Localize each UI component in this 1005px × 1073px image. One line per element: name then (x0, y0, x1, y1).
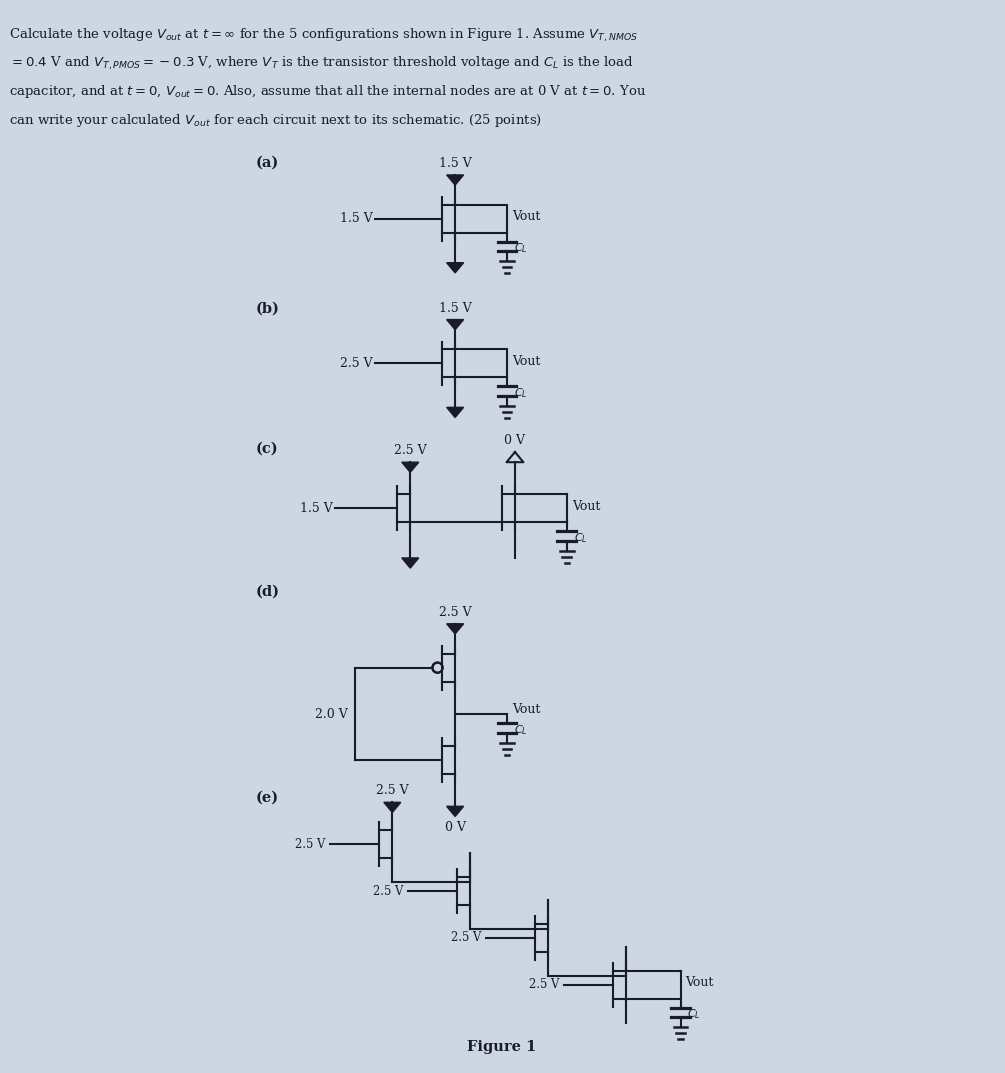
Text: (a): (a) (255, 156, 279, 170)
Text: (d): (d) (255, 585, 279, 599)
Text: Vout: Vout (512, 210, 541, 223)
Text: can write your calculated $V_{out}$ for each circuit next to its schematic. (25 : can write your calculated $V_{out}$ for … (9, 112, 543, 129)
Text: Vout: Vout (572, 500, 600, 513)
Polygon shape (446, 806, 463, 817)
Text: 0 V: 0 V (505, 435, 526, 447)
Text: $C_L$: $C_L$ (514, 386, 528, 400)
Text: 2.5 V: 2.5 V (376, 784, 409, 797)
Text: $C_L$: $C_L$ (514, 723, 528, 737)
Text: 0 V: 0 V (444, 822, 465, 835)
Text: capacitor, and at $t = 0$, $V_{out} = 0$. Also, assume that all the internal nod: capacitor, and at $t = 0$, $V_{out} = 0$… (9, 84, 646, 100)
Text: Vout: Vout (512, 355, 541, 368)
Text: (c): (c) (255, 441, 278, 455)
Text: (e): (e) (255, 791, 278, 805)
Polygon shape (446, 175, 463, 186)
Text: $C_L$: $C_L$ (514, 241, 528, 255)
Text: 1.5 V: 1.5 V (439, 302, 471, 314)
Text: Vout: Vout (685, 976, 714, 989)
Text: 2.5 V: 2.5 V (394, 444, 426, 457)
Polygon shape (402, 558, 419, 568)
Polygon shape (446, 320, 463, 329)
Text: 2.5 V: 2.5 V (340, 357, 373, 370)
Text: $C_L$: $C_L$ (574, 531, 588, 545)
Text: Vout: Vout (512, 703, 541, 716)
Text: $= 0.4$ V and $V_{T,PMOS} = -0.3$ V, where $V_T$ is the transistor threshold vol: $= 0.4$ V and $V_{T,PMOS} = -0.3$ V, whe… (9, 55, 634, 72)
Text: (b): (b) (255, 302, 279, 315)
Polygon shape (446, 408, 463, 417)
Text: 2.5 V: 2.5 V (295, 838, 326, 851)
Polygon shape (446, 263, 463, 273)
Text: Calculate the voltage $V_{out}$ at $t = \infty$ for the 5 configurations shown i: Calculate the voltage $V_{out}$ at $t = … (9, 27, 638, 44)
Text: 1.5 V: 1.5 V (340, 212, 373, 225)
Polygon shape (446, 623, 463, 634)
Text: Figure 1: Figure 1 (467, 1040, 537, 1054)
Text: 2.5 V: 2.5 V (529, 979, 559, 991)
Text: 2.5 V: 2.5 V (373, 884, 403, 898)
Polygon shape (384, 803, 401, 812)
Text: 1.5 V: 1.5 V (299, 501, 333, 515)
Text: 1.5 V: 1.5 V (439, 157, 471, 170)
Text: 2.5 V: 2.5 V (451, 931, 481, 944)
Text: 2.0 V: 2.0 V (315, 707, 348, 721)
Text: 2.5 V: 2.5 V (439, 606, 471, 619)
Polygon shape (402, 462, 419, 472)
Text: $C_L$: $C_L$ (687, 1008, 701, 1021)
